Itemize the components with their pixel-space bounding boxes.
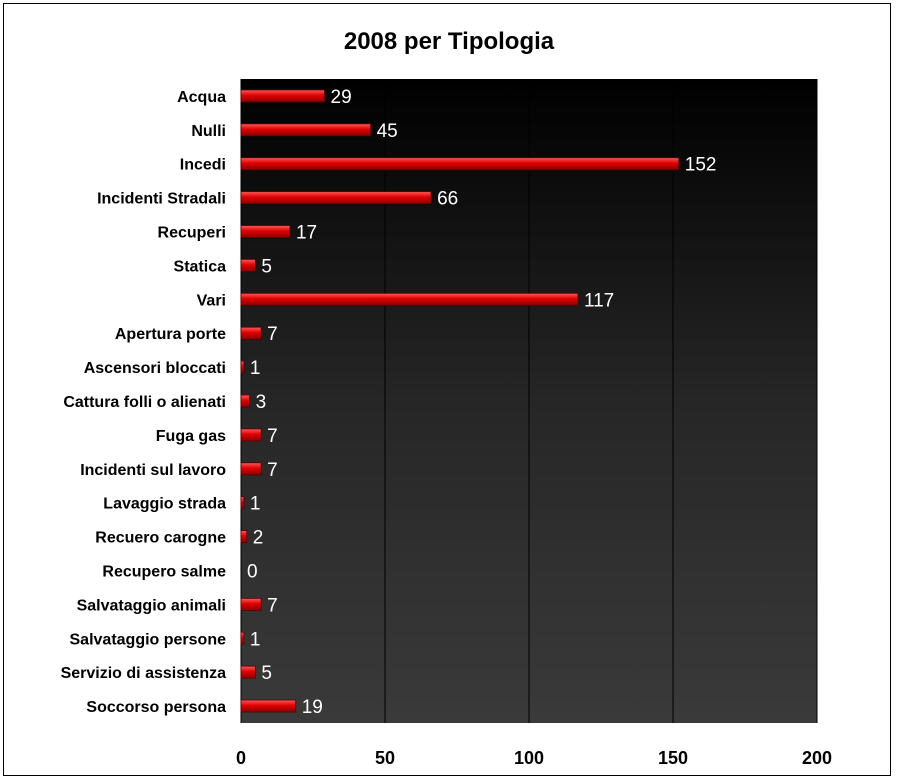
category-label: Fuga gas	[156, 428, 226, 445]
bar	[240, 89, 325, 103]
bar	[240, 462, 262, 476]
value-label: 66	[437, 189, 458, 210]
chart-title: 2008 per Tipologia	[343, 28, 555, 55]
x-tick-label: 50	[375, 748, 395, 768]
value-label: 117	[584, 290, 614, 311]
category-label: Recuero carogne	[95, 530, 226, 547]
bar	[240, 292, 579, 306]
category-label: Apertura porte	[115, 326, 226, 343]
bar	[240, 496, 245, 510]
category-label: Recupero salme	[102, 563, 226, 580]
value-label: 1	[250, 629, 261, 650]
category-label: Recuperi	[158, 225, 226, 242]
category-label: Lavaggio strada	[103, 496, 226, 513]
value-label: 1	[250, 494, 261, 515]
bar	[240, 157, 680, 171]
category-label: Nulli	[191, 123, 226, 140]
value-label: 45	[377, 121, 398, 142]
value-label: 2	[253, 528, 264, 549]
category-label: Cattura folli o alienati	[63, 394, 226, 411]
value-label: 5	[261, 256, 272, 277]
category-label: Ascensori bloccati	[84, 360, 226, 377]
category-label: Soccorso persona	[86, 699, 226, 716]
bar	[240, 530, 248, 543]
bar	[240, 225, 291, 238]
bar	[240, 394, 251, 408]
category-label: Incedi	[180, 157, 226, 174]
bar	[240, 123, 372, 137]
bar	[240, 699, 297, 713]
value-label: 152	[685, 155, 717, 176]
x-tick-label: 100	[514, 748, 544, 768]
value-label: 5	[261, 663, 272, 684]
value-label: 7	[267, 595, 278, 616]
bar	[240, 259, 256, 272]
value-label: 19	[302, 697, 323, 718]
category-label: Statica	[174, 258, 227, 275]
category-label: Incidenti sul lavoro	[80, 462, 226, 479]
category-label: Acqua	[177, 89, 226, 106]
category-label: Salvataggio animali	[77, 597, 226, 614]
value-label: 17	[296, 223, 317, 244]
bar	[240, 631, 245, 645]
value-label: 0	[247, 561, 258, 582]
bar	[240, 360, 245, 374]
value-label: 3	[256, 392, 267, 413]
x-tick-label: 150	[658, 748, 688, 768]
bar	[240, 326, 262, 340]
bar	[240, 597, 262, 611]
x-tick-label: 0	[236, 748, 246, 768]
category-label: Servizio di assistenza	[61, 665, 227, 682]
value-label: 29	[331, 87, 352, 108]
category-label: Salvataggio persone	[70, 631, 227, 648]
value-label: 7	[267, 324, 278, 345]
value-label: 7	[267, 460, 278, 481]
category-label: Vari	[197, 292, 226, 309]
bar	[240, 191, 432, 205]
bar	[240, 665, 256, 679]
bar	[240, 428, 262, 442]
category-label: Incidenti Stradali	[97, 191, 226, 208]
x-tick-label: 200	[802, 748, 832, 768]
value-label: 7	[267, 426, 278, 447]
value-label: 1	[250, 358, 261, 379]
